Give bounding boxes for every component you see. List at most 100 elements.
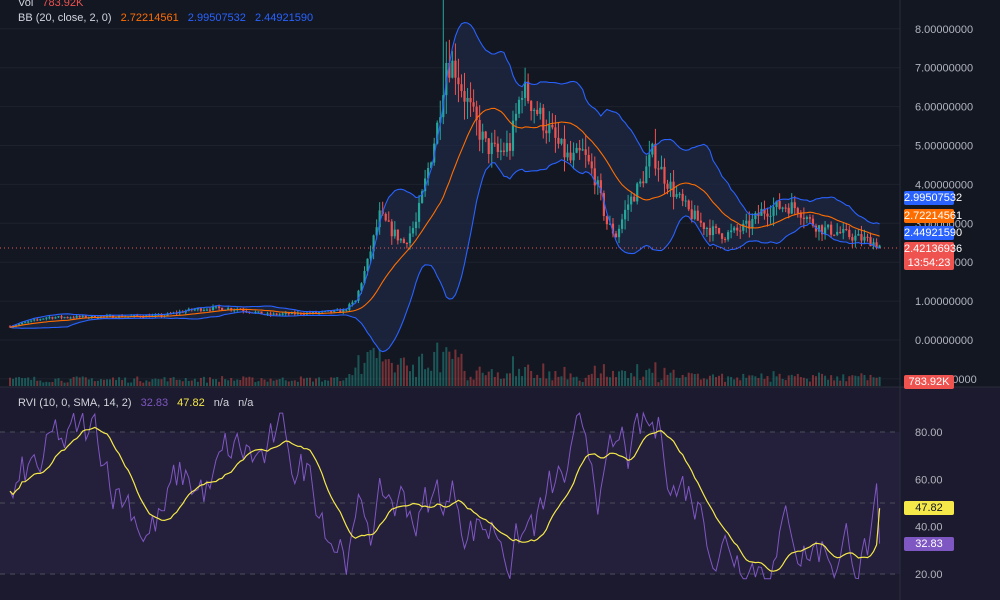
candle-body bbox=[808, 217, 812, 219]
volume-bar bbox=[775, 376, 778, 386]
volume-bar bbox=[427, 367, 430, 386]
candle-body bbox=[687, 200, 690, 210]
candle-body bbox=[487, 138, 490, 155]
volume-bar bbox=[502, 378, 505, 386]
volume-bar bbox=[718, 375, 721, 386]
volume-bar bbox=[448, 351, 451, 386]
volume-bar bbox=[466, 380, 469, 386]
candle-body bbox=[393, 229, 396, 237]
candle-body bbox=[257, 311, 260, 313]
candle-body bbox=[396, 229, 399, 241]
candle-body bbox=[157, 314, 160, 316]
candle-body bbox=[221, 307, 224, 310]
volume-bar bbox=[366, 351, 369, 386]
volume-bar bbox=[396, 364, 399, 386]
candle-body bbox=[760, 208, 763, 216]
volume-bar bbox=[245, 377, 248, 386]
candle-body bbox=[81, 315, 84, 317]
volume-bar bbox=[721, 373, 724, 386]
volume-bar bbox=[121, 380, 124, 386]
volume-bar bbox=[611, 370, 614, 386]
volume-bar bbox=[363, 362, 366, 386]
volume-bar bbox=[530, 370, 533, 386]
volume-bar bbox=[769, 381, 772, 386]
volume-bar bbox=[124, 377, 127, 386]
candle-body bbox=[514, 113, 518, 121]
volume-bar bbox=[645, 370, 648, 386]
candle-body bbox=[360, 283, 363, 291]
candle-body bbox=[545, 130, 548, 134]
price-tick-label: 7.00000000 bbox=[915, 63, 973, 75]
candle-body bbox=[666, 183, 669, 189]
volume-bar bbox=[351, 375, 354, 386]
candle-body bbox=[581, 149, 584, 151]
candle-body bbox=[154, 314, 157, 316]
volume-bar bbox=[818, 372, 821, 386]
candle-body bbox=[684, 200, 687, 202]
volume-bar bbox=[724, 381, 727, 386]
volume-bar bbox=[151, 379, 154, 386]
candle-body bbox=[623, 209, 627, 220]
candle-body bbox=[787, 207, 790, 214]
candle-body bbox=[620, 219, 624, 229]
volume-bar bbox=[278, 378, 281, 386]
volume-bar bbox=[433, 351, 436, 386]
volume-bar bbox=[108, 379, 111, 386]
candle-body bbox=[439, 117, 442, 123]
volume-bar bbox=[69, 378, 72, 386]
candle-body bbox=[475, 106, 478, 120]
candle-body bbox=[436, 122, 439, 144]
volume-bar bbox=[81, 376, 84, 386]
candle-body bbox=[524, 81, 527, 98]
candle-body bbox=[502, 150, 505, 152]
candle-body bbox=[848, 229, 851, 238]
volume-bar bbox=[496, 372, 499, 386]
volume-bar bbox=[605, 376, 608, 386]
volume-bar bbox=[457, 357, 460, 386]
candle-body bbox=[30, 320, 33, 322]
candle-body bbox=[805, 217, 808, 219]
candle-body bbox=[748, 220, 751, 229]
candle-body bbox=[530, 101, 533, 111]
candle-body bbox=[678, 193, 681, 195]
candle-body bbox=[563, 138, 566, 158]
candle-body bbox=[733, 227, 736, 231]
volume-bar bbox=[651, 372, 654, 386]
volume-bar bbox=[275, 379, 278, 386]
candle-body bbox=[72, 317, 75, 319]
volume-bar bbox=[836, 376, 839, 386]
volume-bar bbox=[784, 380, 787, 386]
volume-bar bbox=[21, 378, 24, 386]
candle-body bbox=[278, 314, 281, 316]
candle-body bbox=[351, 302, 354, 305]
candle-body bbox=[723, 238, 727, 240]
candle-body bbox=[402, 239, 405, 243]
volume-bar bbox=[584, 377, 587, 386]
bollinger-upper-value: 2.99507532 bbox=[187, 12, 246, 24]
candle-body bbox=[854, 235, 857, 241]
volume-bar bbox=[339, 381, 342, 386]
volume-bar bbox=[60, 380, 63, 386]
candle-body bbox=[260, 311, 263, 315]
candle-body bbox=[63, 317, 66, 319]
candle-body bbox=[636, 183, 639, 202]
volume-bar bbox=[524, 366, 527, 386]
bb-basis-badge: 2.72214561 bbox=[904, 209, 963, 223]
volume-legend: Vol 783.92K bbox=[18, 0, 89, 9]
volume-bar bbox=[436, 342, 439, 386]
candle-body bbox=[84, 315, 87, 318]
volume-bar bbox=[639, 380, 642, 386]
candle-body bbox=[275, 313, 278, 315]
volume-bar bbox=[799, 376, 802, 386]
volume-bar bbox=[669, 372, 672, 386]
candle-body bbox=[727, 232, 730, 240]
candle-body bbox=[714, 226, 718, 228]
volume-bar bbox=[299, 376, 302, 386]
volume-bar bbox=[578, 380, 581, 386]
candle-body bbox=[427, 167, 430, 179]
volume-bar bbox=[118, 377, 121, 386]
candle-body bbox=[830, 224, 833, 235]
candle-body bbox=[357, 290, 360, 301]
volume-bar bbox=[72, 377, 75, 386]
